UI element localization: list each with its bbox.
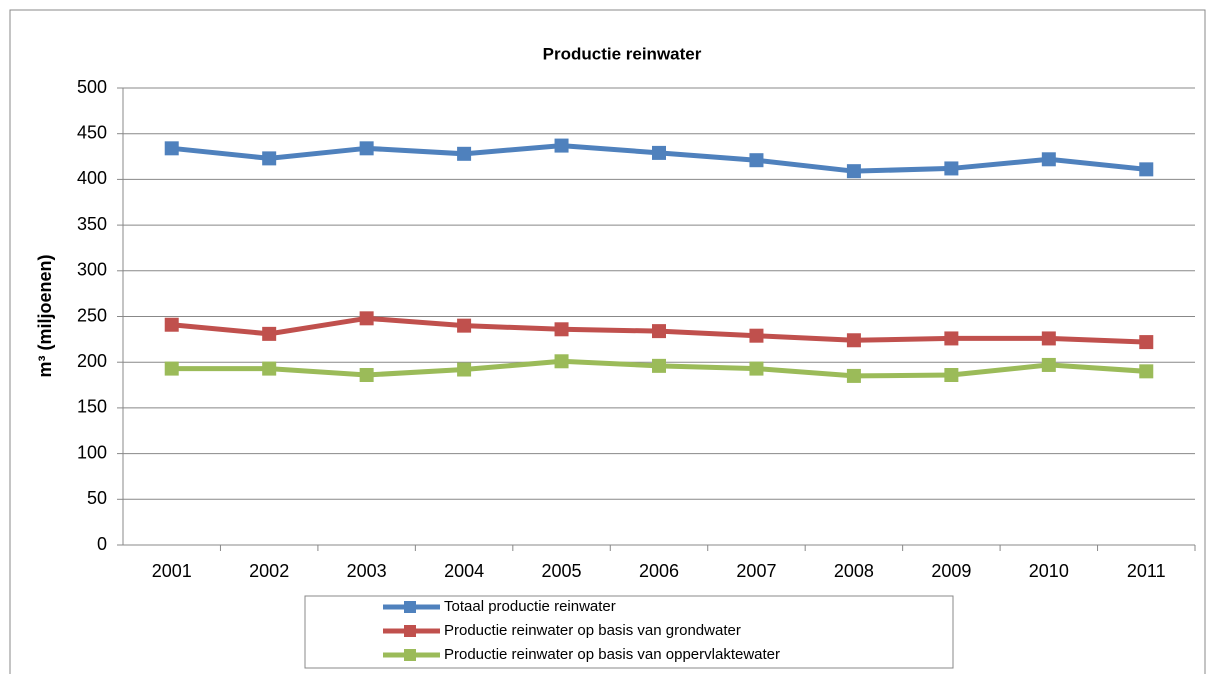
data-point [554, 354, 569, 369]
data-point [749, 361, 764, 376]
data-point [846, 164, 861, 179]
legend-marker [404, 601, 416, 613]
data-point [164, 361, 179, 376]
y-tick-label: 450 [77, 122, 107, 142]
x-tick-label: 2002 [249, 561, 289, 581]
data-point [749, 153, 764, 168]
x-tick-label: 2008 [834, 561, 874, 581]
y-tick-label: 250 [77, 305, 107, 325]
data-point [749, 328, 764, 343]
y-tick-label: 350 [77, 214, 107, 234]
x-tick-label: 2009 [931, 561, 971, 581]
data-point [944, 161, 959, 176]
chart-title: Productie reinwater [543, 44, 702, 63]
y-tick-label: 50 [87, 488, 107, 508]
data-point [944, 331, 959, 346]
y-tick-label: 400 [77, 168, 107, 188]
data-point [164, 317, 179, 332]
x-tick-label: 2003 [347, 561, 387, 581]
data-point [652, 324, 666, 339]
legend-label: Totaal productie reinwater [444, 598, 616, 615]
data-point [652, 145, 666, 160]
y-tick-label: 150 [77, 397, 107, 417]
data-point [846, 333, 861, 348]
data-point [457, 318, 472, 333]
data-point [262, 151, 277, 166]
data-point [457, 146, 472, 161]
data-point [359, 141, 374, 156]
data-point [1041, 331, 1056, 346]
x-tick-label: 2007 [736, 561, 776, 581]
y-tick-label: 500 [77, 77, 107, 97]
y-tick-label: 0 [97, 534, 107, 554]
y-tick-label: 200 [77, 351, 107, 371]
x-tick-label: 2001 [152, 561, 192, 581]
y-tick-label: 100 [77, 442, 107, 462]
data-point [262, 361, 277, 376]
data-point [359, 311, 374, 326]
legend-label: Productie reinwater op basis van grondwa… [444, 622, 741, 639]
legend-marker [404, 625, 416, 637]
data-point [262, 326, 277, 341]
data-point [944, 367, 959, 382]
data-point [846, 368, 861, 383]
data-point [1139, 162, 1154, 177]
data-point [1041, 152, 1056, 167]
x-tick-label: 2006 [639, 561, 679, 581]
data-point [1139, 364, 1154, 379]
data-point [1041, 357, 1056, 372]
data-point [554, 138, 569, 153]
chart-frame [9, 9, 1206, 674]
legend-marker [404, 649, 416, 661]
y-axis-label: m³ (miljoenen) [35, 254, 55, 377]
y-tick-label: 300 [77, 260, 107, 280]
x-tick-label: 2010 [1029, 561, 1069, 581]
legend-label: Productie reinwater op basis van oppervl… [444, 646, 780, 663]
data-point [554, 322, 569, 337]
data-point [457, 362, 472, 377]
x-tick-label: 2011 [1127, 561, 1166, 581]
data-point [359, 367, 374, 382]
x-tick-label: 2005 [542, 561, 582, 581]
data-point [1139, 335, 1154, 350]
data-point [652, 358, 666, 373]
data-point [164, 141, 179, 156]
x-tick-label: 2004 [444, 561, 484, 581]
